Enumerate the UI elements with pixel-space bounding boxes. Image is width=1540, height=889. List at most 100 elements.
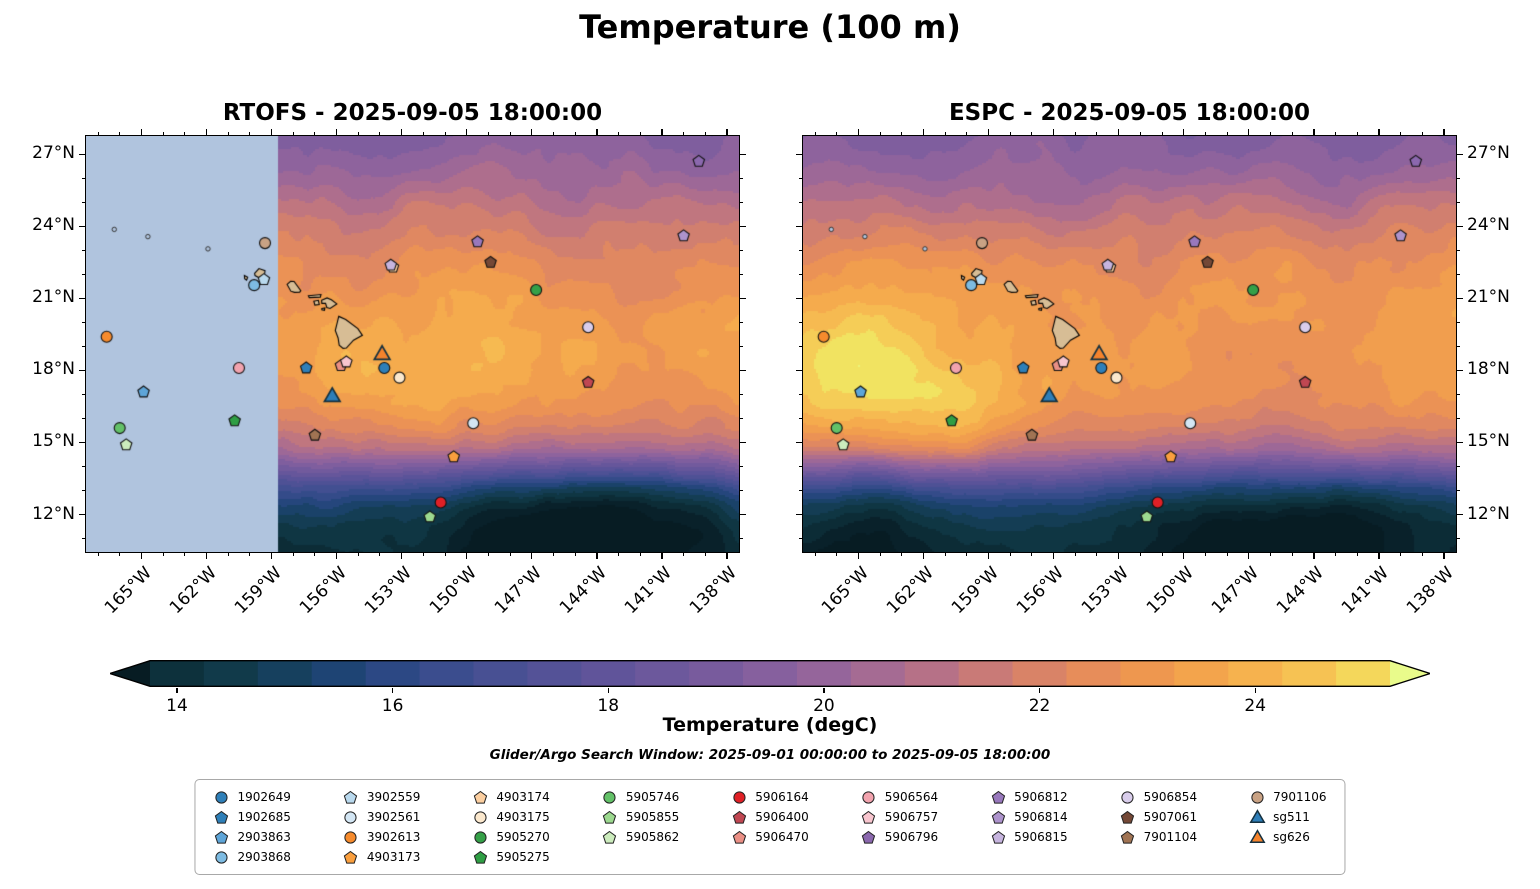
y-minor-tick — [81, 538, 85, 540]
x-tick — [1248, 553, 1250, 559]
x-minor-tick — [509, 131, 511, 135]
legend-marker-pentagon-icon — [603, 830, 617, 844]
x-minor-tick — [1226, 553, 1228, 557]
y-minor-tick — [81, 201, 85, 203]
legend-item-label: 5906796 — [884, 830, 939, 844]
y-tick — [79, 153, 85, 155]
y-tick-label: 18°N — [1467, 359, 1510, 380]
x-tick-label: 150°W — [1142, 563, 1198, 618]
colorbar: 14 16 18 20 22 24 — [107, 660, 1433, 722]
x-tick-label: 162°W — [882, 563, 938, 618]
colorbar-tick-label: 22 — [1028, 696, 1051, 716]
x-minor-tick — [1421, 553, 1423, 557]
x-minor-tick — [1335, 131, 1337, 135]
legend-item-5905746: 5905746 — [602, 787, 679, 807]
y-tick-label: 12°N — [32, 503, 75, 524]
legend-marker-pentagon-icon — [344, 850, 358, 864]
y-minor-tick — [1457, 417, 1461, 419]
y-tick — [796, 225, 802, 227]
legend-marker-circle-icon — [603, 790, 616, 804]
x-tick — [1052, 553, 1055, 559]
x-minor-tick — [574, 553, 576, 557]
y-minor-tick — [81, 345, 85, 347]
x-tick — [596, 553, 598, 559]
x-tick — [661, 129, 663, 135]
colorbar-tick — [1038, 688, 1041, 693]
legend-item-2903863: 2903863 — [213, 827, 291, 847]
legend-item-5907061: 5907061 — [1120, 807, 1197, 827]
x-tick — [1248, 129, 1250, 135]
legend-item-4903175: 4903175 — [472, 807, 550, 827]
x-minor-tick — [552, 553, 554, 557]
y-minor-tick — [798, 273, 802, 275]
y-minor-tick — [798, 393, 802, 395]
y-minor-tick — [798, 321, 802, 323]
x-minor-tick — [1421, 131, 1423, 135]
x-tick — [466, 129, 468, 135]
legend-item-5906470: 5906470 — [731, 827, 809, 847]
legend-marker-circle-icon — [733, 790, 746, 804]
x-minor-tick — [966, 131, 968, 135]
legend-item-3902561: 3902561 — [343, 807, 420, 827]
x-minor-tick — [314, 553, 316, 557]
x-tick — [987, 129, 990, 135]
x-minor-tick — [1009, 131, 1011, 135]
colorbar-tick — [391, 688, 394, 693]
panel-rtofs-title: RTOFS - 2025-09-05 18:00:00 — [222, 100, 603, 126]
x-minor-tick — [119, 553, 121, 557]
y-minor-tick — [798, 538, 802, 540]
x-minor-tick — [966, 553, 968, 557]
y-tick-label: 21°N — [32, 287, 75, 308]
x-minor-tick — [314, 131, 316, 135]
y-tick-label: 27°N — [32, 143, 75, 164]
legend-item-label: 5906812 — [1014, 790, 1068, 804]
x-tick — [661, 553, 663, 559]
x-tick — [531, 129, 533, 135]
legend-item-5906854: 5906854 — [1120, 787, 1197, 807]
y-minor-tick — [740, 201, 744, 203]
x-tick-label: 150°W — [425, 563, 481, 618]
y-tick — [740, 153, 746, 155]
x-tick-label: 138°W — [686, 563, 742, 618]
x-minor-tick — [552, 131, 554, 135]
x-tick — [1313, 129, 1315, 135]
legend-column: 5906164 5906400 5906470 — [731, 787, 809, 867]
x-minor-tick — [639, 553, 641, 557]
legend-item-5906812: 5906812 — [990, 787, 1068, 807]
legend-marker-triangle-icon — [1249, 808, 1266, 823]
x-tick-label: 156°W — [1012, 563, 1068, 618]
x-tick — [400, 553, 403, 559]
y-tick — [796, 153, 802, 155]
x-minor-tick — [292, 553, 294, 557]
y-minor-tick — [740, 538, 744, 540]
x-minor-tick — [836, 131, 838, 135]
legend-item-label: 3902561 — [366, 810, 421, 824]
legend-item-5906757: 5906757 — [861, 807, 938, 827]
x-tick — [1378, 553, 1380, 559]
x-minor-tick — [1009, 553, 1011, 557]
x-tick — [726, 553, 728, 559]
legend-item-label: 3902559 — [366, 790, 421, 804]
colorbar-tick-label: 24 — [1244, 696, 1267, 716]
legend-item-4903173: 4903173 — [343, 847, 420, 867]
y-minor-tick — [81, 393, 85, 395]
x-minor-tick — [879, 131, 881, 135]
legend-item-label: 5905855 — [625, 810, 680, 824]
legend-item-5905862: 5905862 — [602, 827, 679, 847]
legend-item-label: 7901104 — [1143, 830, 1198, 844]
x-tick-label: 165°W — [100, 563, 156, 618]
legend-item-3902613: 3902613 — [343, 827, 420, 847]
legend-item-5905275: 5905275 — [472, 847, 550, 867]
legend-item-sg626: sg626 — [1249, 827, 1326, 847]
y-tick-label: 21°N — [1467, 287, 1510, 308]
y-tick — [79, 513, 85, 516]
x-tick-label: 153°W — [1077, 563, 1133, 618]
legend-column: 3902559 3902561 3902613 4903173 — [343, 787, 420, 867]
x-tick — [140, 553, 143, 559]
x-tick-label: 147°W — [490, 563, 546, 618]
x-minor-tick — [509, 553, 511, 557]
colorbar-tick-label: 18 — [597, 696, 620, 716]
y-minor-tick — [798, 249, 802, 251]
legend-item-label: 5906757 — [884, 810, 939, 824]
